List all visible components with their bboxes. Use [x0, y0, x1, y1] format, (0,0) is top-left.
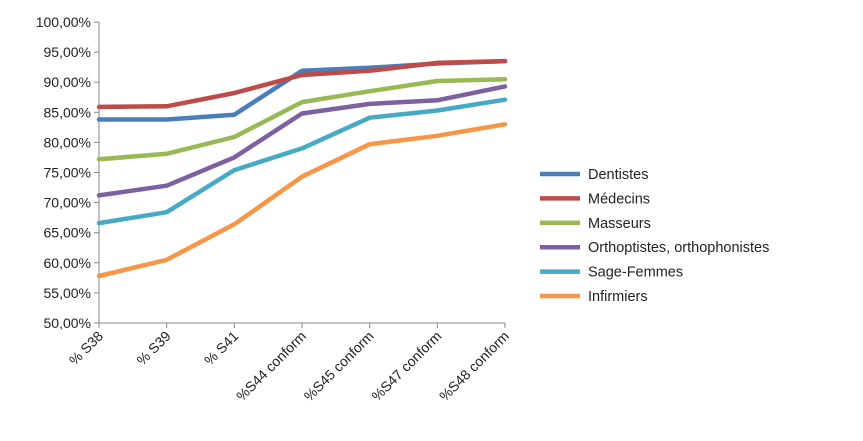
- x-tick-label: % S41: [201, 328, 242, 369]
- legend-label: Sage-Femmes: [588, 265, 683, 281]
- x-tick-label: %S47 conform: [368, 328, 444, 404]
- x-tick-label: %S44 conform: [233, 328, 309, 404]
- legend-label: Médecins: [588, 191, 650, 207]
- y-tick-label: 60,00%: [44, 255, 91, 271]
- x-axis-ticks: % S38 % S39 % S41%S44 conform%S45 conform%…: [66, 323, 512, 404]
- legend-label: Masseurs: [588, 216, 651, 232]
- series-line-1: [96, 58, 508, 110]
- series-line-5: [96, 122, 508, 279]
- series-line-3: [96, 84, 508, 198]
- x-tick-label: % S38: [66, 328, 107, 369]
- legend: Dentistes Médecins Masseurs Orthoptistes, o…: [540, 167, 769, 305]
- y-tick-label: 50,00%: [44, 315, 91, 331]
- series-lines: [96, 58, 508, 279]
- y-tick-label: 100,00%: [36, 14, 91, 30]
- y-tick-label: 95,00%: [44, 44, 91, 60]
- x-tick-label: %S45 conform: [301, 328, 377, 404]
- series-line-2: [96, 76, 508, 162]
- y-tick-label: 90,00%: [44, 74, 91, 90]
- x-tick-label: %S48 conform: [436, 328, 512, 404]
- y-axis-ticks: 50,00% 55,00% 60,00% 65,00% 70,00% 75,00% 80,0…: [36, 14, 99, 331]
- y-tick-label: 80,00%: [44, 134, 91, 150]
- series-line-4: [96, 97, 508, 226]
- legend-label: Infirmiers: [588, 289, 648, 305]
- y-tick-label: 65,00%: [44, 225, 91, 241]
- y-tick-label: 75,00%: [44, 165, 91, 181]
- x-tick-label: % S39: [133, 328, 174, 369]
- legend-label: Dentistes: [588, 167, 648, 183]
- y-tick-label: 85,00%: [44, 104, 91, 120]
- y-tick-label: 70,00%: [44, 195, 91, 211]
- y-tick-label: 55,00%: [44, 285, 91, 301]
- legend-label: Orthoptistes, orthophonistes: [588, 240, 769, 256]
- axes: [98, 22, 505, 324]
